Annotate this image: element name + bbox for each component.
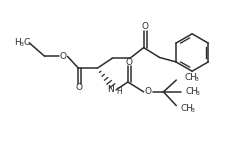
- Text: N: N: [107, 85, 113, 94]
- Text: O: O: [144, 87, 151, 96]
- Text: O: O: [76, 83, 83, 92]
- Text: C: C: [23, 38, 29, 47]
- Text: 3: 3: [194, 77, 198, 82]
- Text: 3: 3: [19, 42, 23, 47]
- Text: O: O: [141, 22, 148, 31]
- Text: H: H: [14, 38, 21, 47]
- Text: O: O: [125, 58, 132, 67]
- Text: 3: 3: [195, 91, 199, 96]
- Text: 3: 3: [190, 108, 194, 113]
- Text: H: H: [116, 87, 122, 96]
- Text: CH: CH: [184, 73, 197, 82]
- Text: CH: CH: [185, 87, 198, 96]
- Text: O: O: [59, 52, 66, 61]
- Text: CH: CH: [180, 104, 193, 113]
